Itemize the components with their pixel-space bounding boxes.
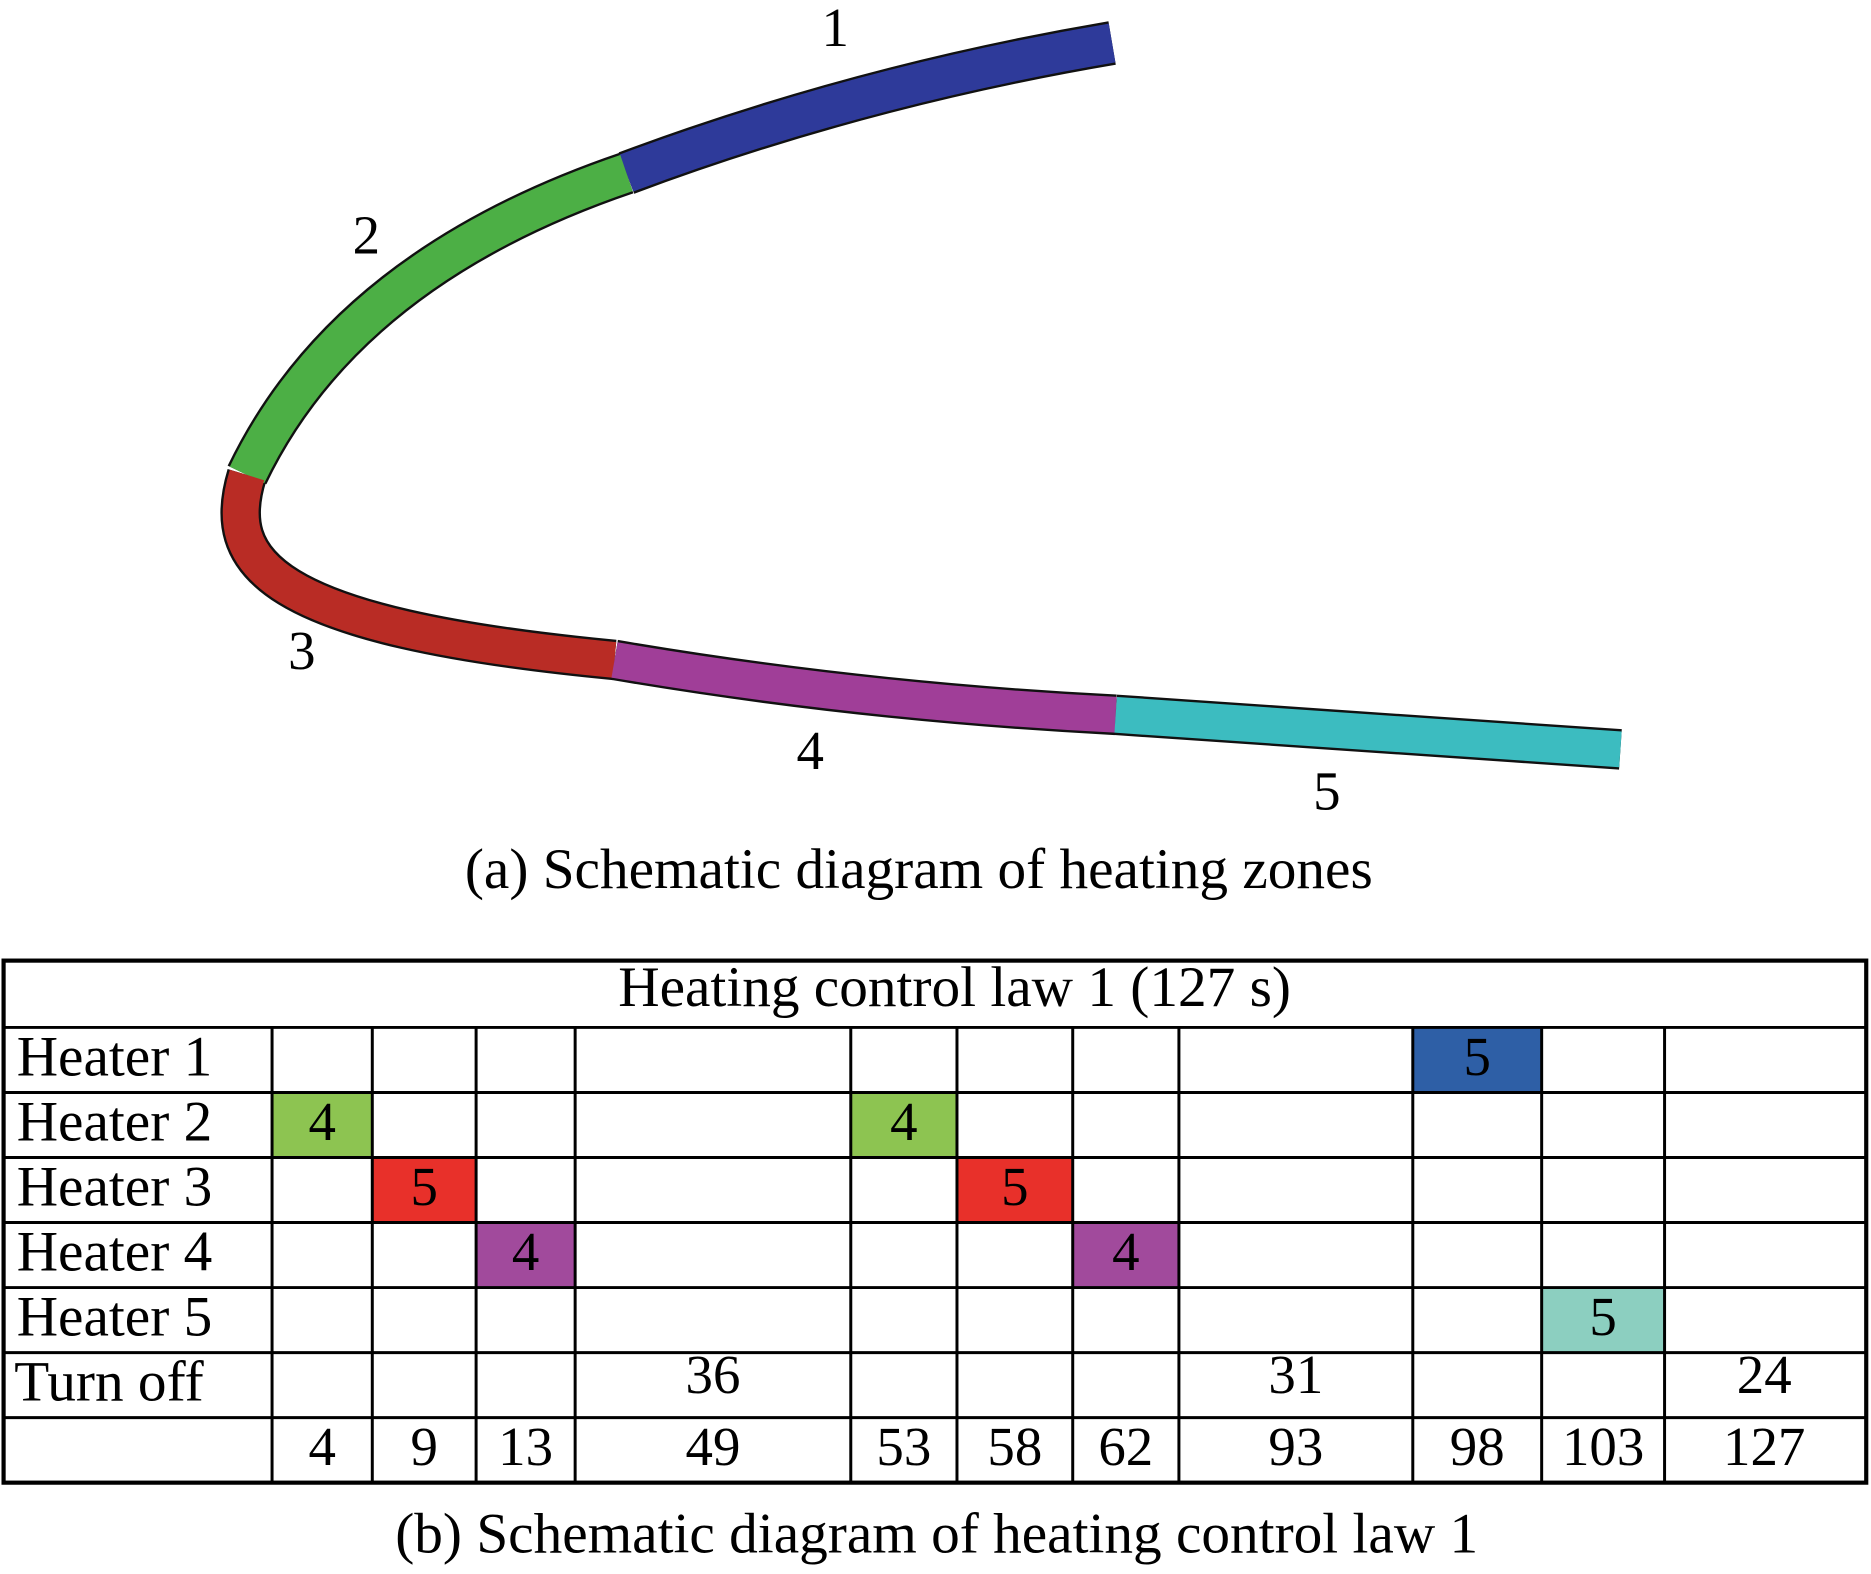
row-label: Heater 1 [17,1025,213,1088]
row-label: Heater 3 [17,1156,213,1219]
block-value: 4 [890,1091,917,1152]
time-value: 62 [1098,1416,1153,1477]
caption: (a) Schematic diagram of heating zones [465,838,1373,901]
heater-block [272,1092,373,1158]
time-value: 103 [1562,1416,1644,1477]
time-value: 98 [1450,1416,1505,1477]
heater-block [1072,1222,1179,1288]
zone-2 [229,155,633,484]
airfoil [220,21,1622,770]
turn-off-value: 36 [686,1344,741,1405]
zone-outline [227,152,634,485]
turn-off-value: 24 [1737,1344,1792,1405]
heater-block [476,1222,576,1288]
row-label: Turn off [14,1351,204,1414]
block-value: 4 [308,1091,335,1152]
zone-5 [1114,696,1622,768]
time-value: 58 [987,1416,1042,1477]
time-value: 4 [308,1416,335,1477]
zone-label: 3 [288,620,315,681]
block-value: 5 [410,1156,437,1217]
time-value: 49 [686,1416,741,1477]
heater-block [1541,1287,1665,1353]
block-value: 4 [512,1221,539,1282]
zone-label: 2 [353,205,380,266]
block-value: 4 [1112,1221,1139,1282]
time-value: 9 [410,1416,437,1477]
table-border [1,958,1869,1485]
time-value: 53 [876,1416,931,1477]
turn-off-value: 31 [1268,1344,1323,1405]
table: 5 Heater 1 4 4 Heater 2 5 5 Heater 3 4 4 Heater 4 5… [1,956,1869,1485]
block-value: 5 [1464,1026,1491,1087]
zone-1 [619,23,1116,192]
block-value: 5 [1001,1156,1028,1217]
zone-label: 4 [796,720,823,781]
heater-block [956,1157,1073,1223]
time-value: 127 [1723,1416,1805,1477]
time-value: 13 [498,1416,553,1477]
table-title: Heating control law 1 (127 s) [618,956,1291,1019]
heater-block [850,1092,957,1158]
block-value: 5 [1589,1286,1616,1347]
zone-label: 1 [822,0,849,58]
row-label: Heater 2 [17,1091,213,1154]
time-value: 93 [1268,1416,1323,1477]
heater-block [372,1157,477,1223]
caption: (b) Schematic diagram of heating control… [395,1502,1478,1565]
heater-block [1412,1027,1542,1093]
row-label: Heater 5 [17,1286,213,1349]
zone-4 [611,642,1117,733]
zone-label: 5 [1313,761,1340,822]
zone-3 [222,469,617,678]
row-label: Heater 4 [17,1221,213,1284]
